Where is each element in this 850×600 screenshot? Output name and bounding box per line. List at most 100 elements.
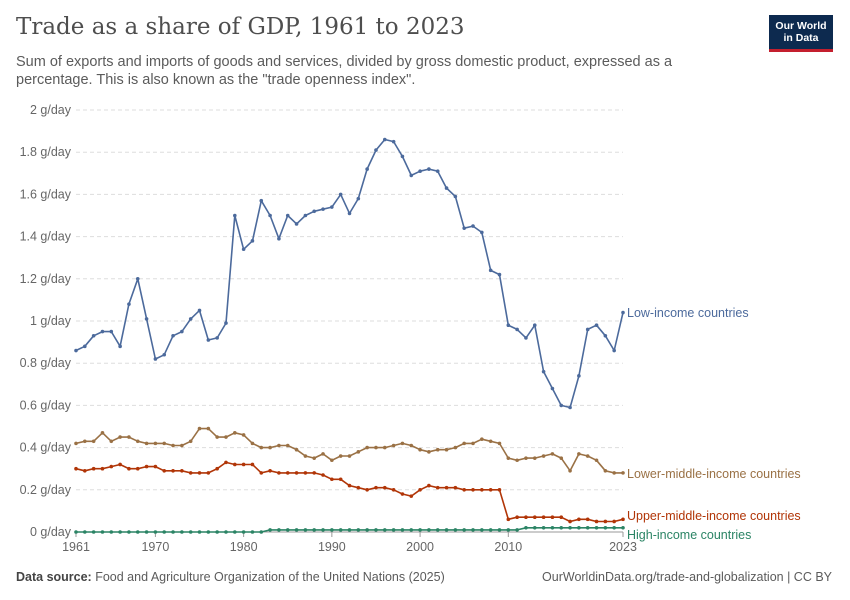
y-tick-label: 1 g/day xyxy=(30,314,72,328)
x-tick-label: 1961 xyxy=(62,540,90,554)
data-point xyxy=(180,443,184,448)
data-point xyxy=(541,369,546,374)
data-point xyxy=(515,515,519,520)
data-point xyxy=(400,154,405,159)
data-point xyxy=(144,464,149,469)
data-point xyxy=(603,469,608,473)
source-text: Food and Agriculture Organization of the… xyxy=(95,570,445,584)
data-point xyxy=(550,452,555,456)
series-label: Upper-middle-income countries xyxy=(627,509,801,523)
data-point xyxy=(568,405,572,410)
series-line xyxy=(75,461,624,523)
x-tick-label: 2000 xyxy=(406,540,434,554)
data-point xyxy=(409,528,414,532)
data-point xyxy=(480,528,484,532)
data-point xyxy=(294,222,299,226)
data-point xyxy=(462,226,466,230)
data-point xyxy=(497,488,502,492)
data-point xyxy=(347,483,352,488)
data-point xyxy=(444,528,449,532)
owid-logo[interactable]: Our World in Data xyxy=(769,15,833,52)
data-point xyxy=(391,528,396,532)
data-point xyxy=(127,466,131,471)
data-point xyxy=(612,471,616,475)
data-point xyxy=(303,454,308,458)
data-point xyxy=(356,196,361,201)
data-point xyxy=(365,528,369,532)
data-point xyxy=(206,530,211,534)
data-point xyxy=(91,530,96,534)
data-point xyxy=(250,239,255,243)
data-point xyxy=(153,530,158,534)
data-point xyxy=(162,530,167,534)
data-point xyxy=(109,464,114,469)
data-point xyxy=(506,528,511,532)
data-point xyxy=(153,357,158,361)
data-point xyxy=(162,352,167,357)
data-point xyxy=(621,517,625,522)
data-point xyxy=(568,469,572,473)
data-point xyxy=(250,530,255,534)
y-tick-label: 1.2 g/day xyxy=(20,272,72,286)
data-point xyxy=(541,515,546,520)
data-point xyxy=(612,348,616,353)
data-point xyxy=(515,528,519,532)
data-point xyxy=(418,447,422,452)
data-point xyxy=(188,439,193,444)
data-point xyxy=(585,517,590,522)
data-point xyxy=(541,454,546,458)
data-point xyxy=(471,528,475,532)
data-point xyxy=(365,167,369,171)
data-point xyxy=(215,530,219,534)
data-point xyxy=(277,528,281,532)
data-point xyxy=(83,530,87,534)
data-point xyxy=(135,277,140,281)
data-point xyxy=(233,530,237,534)
data-point xyxy=(338,192,343,197)
data-point xyxy=(488,528,493,532)
series-label: Lower-middle-income countries xyxy=(627,467,801,481)
data-point xyxy=(391,443,396,448)
data-point xyxy=(497,528,502,532)
data-point xyxy=(233,462,237,467)
data-point xyxy=(524,515,528,520)
data-point xyxy=(594,323,599,328)
data-point xyxy=(109,530,114,534)
data-point xyxy=(347,528,352,532)
data-point xyxy=(206,471,211,475)
data-point xyxy=(215,435,219,439)
data-point xyxy=(435,485,440,490)
data-point xyxy=(532,323,537,328)
data-point xyxy=(277,443,281,448)
data-point xyxy=(577,452,581,456)
data-point xyxy=(215,336,219,340)
data-point xyxy=(127,530,131,534)
data-point xyxy=(224,435,228,439)
data-point xyxy=(83,469,87,473)
data-point xyxy=(374,148,378,152)
data-point xyxy=(418,169,422,173)
data-point xyxy=(135,439,140,444)
data-point xyxy=(83,439,87,444)
data-point xyxy=(100,466,105,471)
data-point xyxy=(197,308,202,313)
y-tick-label: 2 g/day xyxy=(30,103,72,117)
data-point xyxy=(356,485,361,490)
data-point xyxy=(74,441,78,446)
data-point xyxy=(382,528,387,532)
data-point xyxy=(506,517,511,522)
data-point xyxy=(91,466,96,471)
footer-link[interactable]: OurWorldinData.org/trade-and-globalizati… xyxy=(542,570,832,584)
data-point xyxy=(268,528,272,532)
data-point xyxy=(418,528,422,532)
data-point xyxy=(118,344,122,349)
data-point xyxy=(444,485,449,490)
data-point xyxy=(453,194,458,199)
data-point xyxy=(233,213,237,218)
data-point xyxy=(171,530,175,534)
x-tick-label: 1970 xyxy=(141,540,169,554)
data-point xyxy=(312,528,317,532)
data-point xyxy=(621,310,625,315)
data-point xyxy=(215,466,219,471)
data-point xyxy=(330,477,334,482)
